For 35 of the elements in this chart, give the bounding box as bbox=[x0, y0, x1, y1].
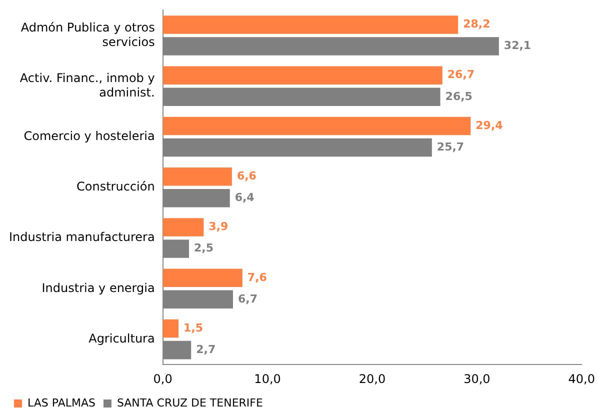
data-label: 6,7 bbox=[238, 292, 258, 306]
bar bbox=[162, 167, 232, 186]
y-tick-label: Construcción bbox=[76, 180, 155, 194]
x-tick-label: 0,0 bbox=[153, 372, 172, 386]
x-tick-label: 10,0 bbox=[254, 372, 281, 386]
y-tick-label: Industria manufacturera bbox=[8, 230, 155, 244]
data-label: 29,4 bbox=[476, 118, 504, 132]
data-label: 6,6 bbox=[236, 170, 257, 182]
data-label: 3,9 bbox=[208, 220, 228, 234]
legend-label: LAS PALMAS bbox=[28, 396, 96, 410]
y-tick-label: Comercio y hosteleria bbox=[24, 128, 155, 143]
data-label: 1,5 bbox=[184, 321, 204, 334]
y-tick-label: Activ. Financ., inmob y administ. bbox=[20, 71, 155, 100]
bar bbox=[162, 16, 458, 34]
bar bbox=[162, 66, 442, 85]
bar bbox=[162, 218, 204, 236]
y-tick-label: Industria y energia bbox=[42, 280, 155, 295]
data-label: 2,5 bbox=[194, 242, 214, 255]
data-label: 28,2 bbox=[463, 18, 490, 31]
data-label: 7,6 bbox=[247, 270, 268, 284]
data-label: 32,1 bbox=[504, 39, 532, 52]
data-label: 25,7 bbox=[436, 140, 464, 154]
bar bbox=[162, 268, 242, 288]
x-tick-label: 40,0 bbox=[568, 372, 595, 386]
legend-label: SANTA CRUZ DE TENERIFE bbox=[116, 396, 263, 410]
data-label: 26,5 bbox=[445, 90, 472, 103]
data-label: 6,4 bbox=[234, 191, 255, 204]
y-tick-label: Admón Publica y otros servicios bbox=[20, 20, 155, 49]
y-tick-label: Agricultura bbox=[88, 331, 155, 346]
data-label: 26,7 bbox=[447, 68, 475, 82]
bar bbox=[162, 116, 471, 136]
x-tick-label: 20,0 bbox=[358, 372, 386, 386]
data-label: 2,7 bbox=[196, 342, 216, 356]
bar bbox=[162, 319, 179, 338]
x-tick-label: 30,0 bbox=[464, 372, 490, 386]
